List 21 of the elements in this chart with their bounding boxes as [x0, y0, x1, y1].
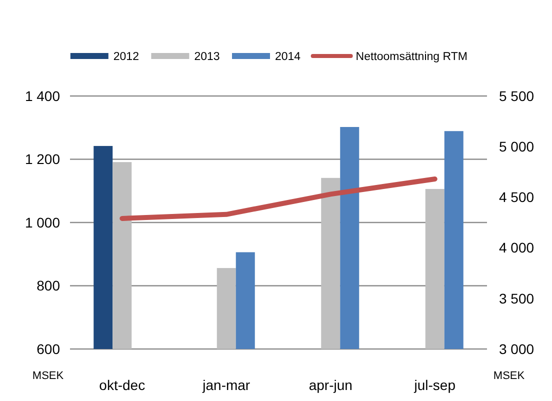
y2-tick-label: 3 500: [499, 290, 534, 306]
legend-label: 2013: [194, 51, 220, 64]
legend-label: Nettoomsättning RTM: [356, 51, 468, 64]
y-axis-title: MSEK: [32, 370, 64, 382]
y-tick-label: 600: [36, 340, 60, 357]
y2-axis-title: MSEK: [493, 370, 526, 382]
y-tick-label: 1 200: [24, 151, 60, 168]
y-tick-label: 1 000: [24, 214, 60, 230]
y2-tick-label: 4 000: [499, 240, 534, 256]
legend-label: 2012: [113, 51, 139, 64]
y2-tick-label: 5 000: [499, 138, 534, 154]
x-tick-label: jan-mar: [202, 377, 250, 393]
x-tick-label: apr-jun: [308, 377, 352, 393]
y-tick-label: 1 400: [24, 88, 60, 104]
y2-tick-label: 3 000: [499, 340, 534, 357]
x-tick-label: okt-dec: [99, 377, 146, 393]
y-tick-label: 800: [36, 278, 60, 294]
x-tick-label: jul-sep: [413, 377, 456, 393]
y2-tick-label: 5 500: [499, 88, 534, 104]
y2-tick-label: 4 500: [499, 189, 534, 206]
legend-label: 2014: [275, 51, 302, 64]
